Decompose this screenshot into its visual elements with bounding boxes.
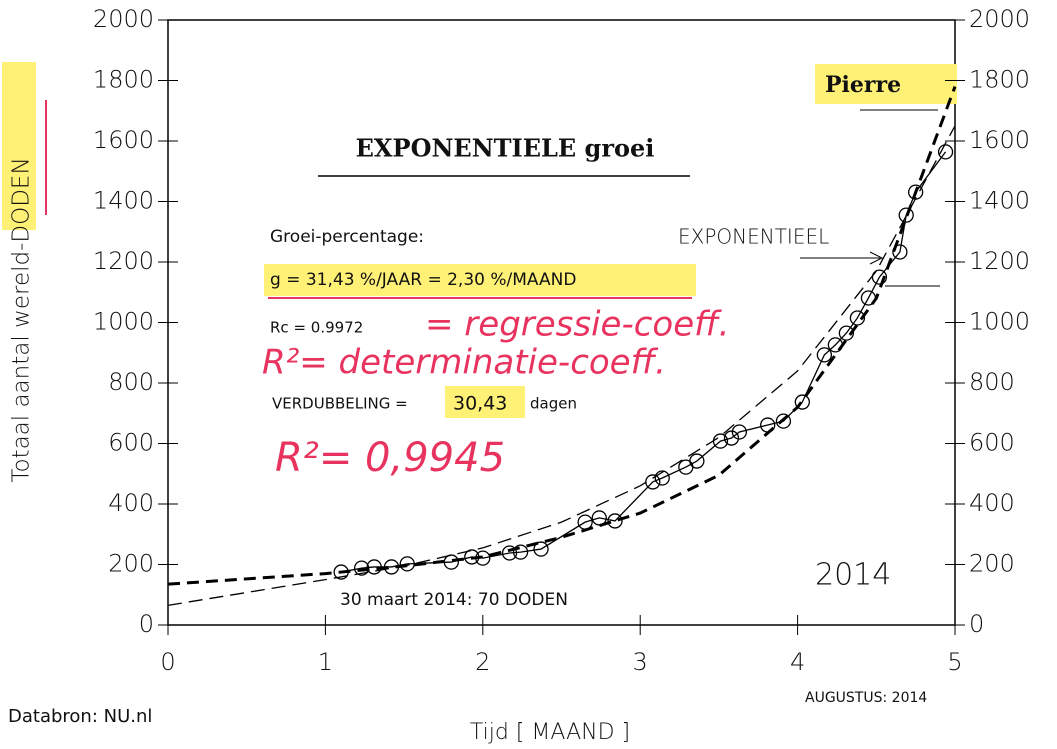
y2-tick-label: 0 bbox=[969, 610, 984, 638]
y2-tick-label: 1200 bbox=[969, 247, 1030, 275]
highlight bbox=[445, 386, 525, 418]
data-point bbox=[849, 310, 866, 326]
y-tick-label: 400 bbox=[108, 489, 154, 517]
month-label: AUGUSTUS: 2014 bbox=[805, 690, 927, 706]
handwriting: = regressie-coeff. bbox=[425, 305, 730, 345]
series-line bbox=[167, 86, 957, 586]
data-point bbox=[937, 144, 954, 160]
doubling-prefix: VERDUBBELING = bbox=[272, 395, 408, 413]
y-tick-label: 600 bbox=[108, 429, 154, 457]
y2-tick-label: 1600 bbox=[969, 126, 1030, 154]
data-point bbox=[898, 207, 914, 223]
data-point bbox=[794, 394, 810, 410]
x-tick-label: 1 bbox=[318, 648, 333, 676]
y-tick-label: 1400 bbox=[93, 187, 154, 215]
x-tick-label: 4 bbox=[790, 648, 805, 676]
exponential-label: EXPONENTIEEL bbox=[678, 225, 829, 249]
data-point bbox=[607, 513, 623, 529]
y2-tick-label: 1400 bbox=[969, 187, 1030, 215]
data-point bbox=[838, 325, 855, 341]
data-point bbox=[731, 424, 748, 440]
data-point bbox=[689, 453, 705, 469]
rc: Rc = 0.9972 bbox=[270, 319, 363, 337]
data-point bbox=[501, 545, 518, 561]
y2-tick-label: 1000 bbox=[969, 308, 1030, 336]
y2-tick-label: 400 bbox=[969, 489, 1015, 517]
y-tick-label: 1200 bbox=[93, 247, 154, 275]
x-tick-label: 2 bbox=[475, 648, 490, 676]
growth-label: Groei-percentage: bbox=[270, 227, 424, 247]
y-axis-label: Totaal aantal wereld-DODEN bbox=[9, 157, 35, 482]
handwriting: R²= 0,9945 bbox=[275, 435, 505, 481]
data-point bbox=[723, 430, 740, 446]
data-point bbox=[871, 269, 888, 285]
data-point bbox=[816, 347, 833, 363]
y-tick-label: 1800 bbox=[93, 66, 154, 94]
y2-tick-label: 2000 bbox=[969, 5, 1030, 33]
y-tick-label: 200 bbox=[108, 550, 154, 578]
handwriting: R²= determinatie-coeff. bbox=[262, 343, 666, 383]
doubling-suffix: dagen bbox=[530, 395, 577, 413]
growth: g = 31,43 %/JAAR = 2,30 %/MAAND bbox=[270, 270, 576, 290]
data-point bbox=[533, 541, 549, 557]
x-tick-label: 3 bbox=[633, 648, 648, 676]
x-axis-label: Tijd [ MAAND ] bbox=[470, 720, 630, 745]
note: 30 maart 2014: 70 DODEN bbox=[340, 590, 568, 610]
data-point bbox=[591, 510, 607, 526]
year-label: 2014 bbox=[815, 558, 891, 593]
x-tick-label: 5 bbox=[947, 648, 962, 676]
highlight bbox=[264, 264, 696, 296]
arrow-head bbox=[869, 251, 884, 265]
y-tick-label: 800 bbox=[108, 368, 154, 396]
y2-tick-label: 600 bbox=[969, 429, 1015, 457]
data-point bbox=[512, 544, 529, 560]
pierre-label: Pierre bbox=[825, 72, 901, 98]
y-tick-label: 1000 bbox=[93, 308, 154, 336]
source: Databron: NU.nl bbox=[8, 706, 152, 727]
y2-tick-label: 1800 bbox=[969, 66, 1030, 94]
doubling-value: 30,43 bbox=[453, 393, 507, 415]
data-point bbox=[892, 244, 908, 260]
data-point bbox=[775, 413, 792, 429]
series-line bbox=[167, 125, 956, 606]
y-tick-label: 2000 bbox=[93, 5, 154, 33]
y2-tick-label: 200 bbox=[969, 550, 1015, 578]
heading: EXPONENTIELE groei bbox=[356, 134, 655, 163]
highlight bbox=[815, 64, 957, 104]
highlight bbox=[2, 62, 36, 230]
y2-tick-label: 800 bbox=[969, 368, 1015, 396]
data-point bbox=[654, 470, 670, 486]
y-tick-label: 1600 bbox=[93, 126, 154, 154]
y-tick-label: 0 bbox=[139, 610, 154, 638]
x-tick-label: 0 bbox=[160, 648, 175, 676]
